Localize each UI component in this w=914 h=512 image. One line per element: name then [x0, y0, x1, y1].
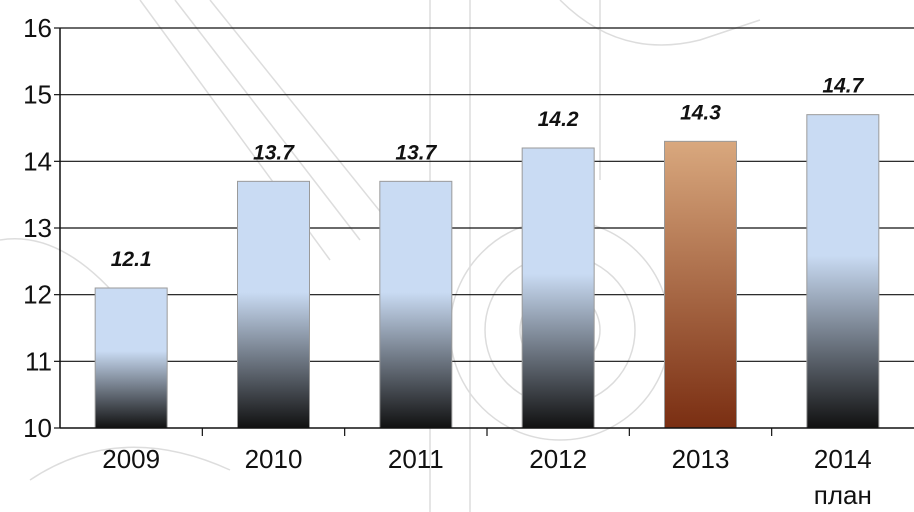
data-label-2014: 14.7 — [822, 75, 864, 98]
y-tick-label: 13 — [23, 213, 52, 243]
bar-2010 — [237, 180, 310, 429]
data-label-2010: 13.7 — [253, 141, 295, 164]
bar-2011 — [379, 180, 453, 429]
x-tick-label-2010: 2010 — [245, 444, 303, 474]
x-tick-label-2011: 2011 — [388, 444, 444, 474]
y-tick-label: 16 — [23, 13, 52, 43]
data-label-2013: 14.3 — [680, 101, 721, 124]
y-tick-label: 10 — [23, 413, 52, 443]
bar-2014 — [806, 114, 880, 429]
labels: 10 11 12 13 14 15 16 12.1 2009 13.7 2010 13.7 2011 14… — [23, 13, 872, 510]
bar-2013 — [664, 140, 737, 429]
y-tick-label: 12 — [23, 280, 52, 310]
x-tick-label-2013: 2013 — [672, 444, 730, 474]
bars — [94, 114, 880, 429]
data-label-2012: 14.2 — [538, 108, 579, 131]
x-tick-label-2012: 2012 — [529, 444, 587, 474]
gridlines — [60, 27, 914, 362]
x-tick-label-2009: 2009 — [102, 444, 160, 474]
bar-2012 — [521, 147, 595, 429]
y-tick-label: 15 — [23, 80, 52, 110]
axes — [54, 27, 914, 436]
y-tick-label: 14 — [23, 146, 52, 176]
bar-2009 — [94, 287, 168, 429]
data-label-2011: 13.7 — [395, 141, 437, 164]
y-tick-label: 11 — [25, 346, 52, 376]
data-label-2009: 12.1 — [111, 248, 152, 271]
x-tick-sublabel-2014: план — [814, 480, 872, 510]
x-tick-label-2014: 2014 — [814, 444, 872, 474]
